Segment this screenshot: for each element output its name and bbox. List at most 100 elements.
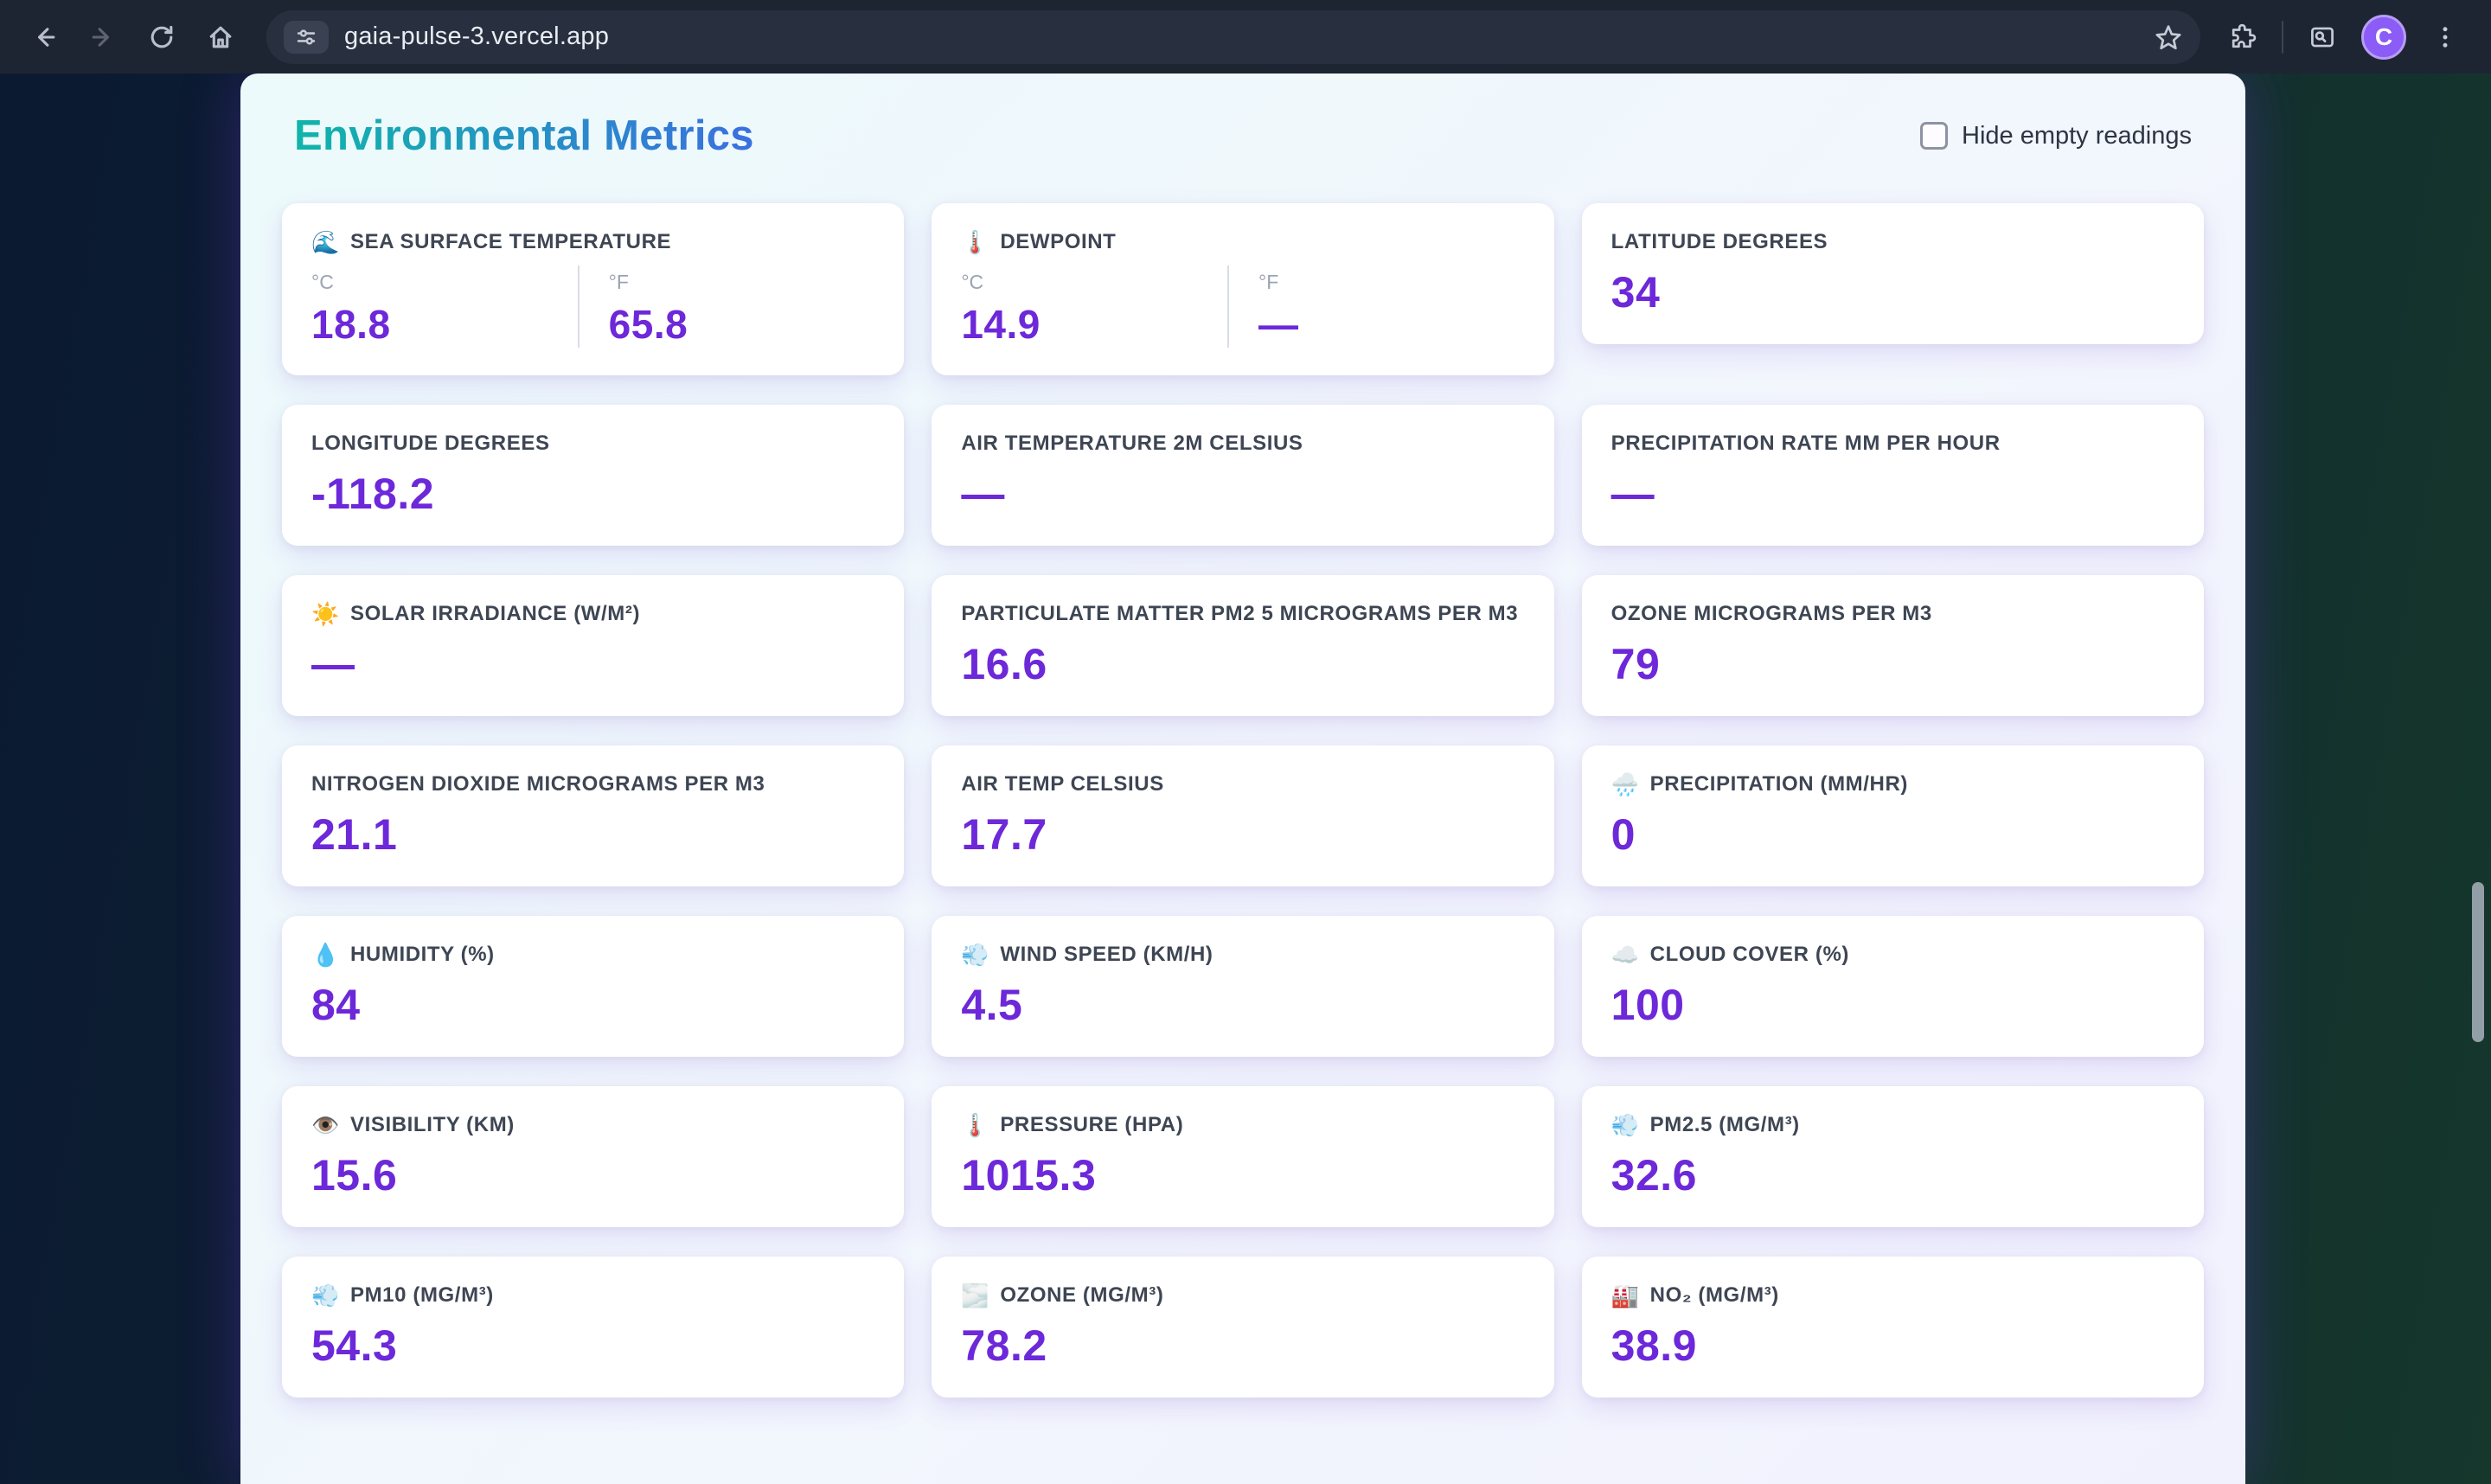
metric-body: 38.9: [1611, 1322, 2174, 1370]
metric-label: OZONE MICROGRAMS PER M3: [1611, 602, 1932, 625]
metric-label: DEWPOINT: [1000, 230, 1117, 253]
metrics-grid: 🌊 SEA SURFACE TEMPERATURE °C 18.8 °F 65.8 🌡…: [282, 203, 2204, 1398]
metric-card: LONGITUDE DEGREES -118.2: [282, 405, 905, 546]
site-info-button[interactable]: [284, 20, 329, 54]
toolbar-right: C: [2221, 14, 2472, 60]
metric-label: OZONE (MG/M³): [1000, 1283, 1164, 1307]
metric-label-row: 💨 PM10 (MG/M³): [311, 1283, 874, 1308]
metric-label-row: 💨 WIND SPEED (KM/H): [961, 942, 1524, 968]
metric-label: CLOUD COVER (%): [1649, 943, 1849, 966]
metric-label-row: 💨 PM2.5 (MG/M³): [1611, 1112, 2174, 1138]
metric-emoji-icon: 💨: [1611, 1112, 1640, 1138]
home-button[interactable]: [195, 12, 246, 62]
metric-body: 16.6: [961, 641, 1524, 688]
browser-toolbar: gaia-pulse-3.vercel.app C: [0, 0, 2491, 74]
metric-value: 79: [1611, 640, 1661, 688]
profile-avatar[interactable]: C: [2361, 14, 2406, 60]
reload-button[interactable]: [137, 12, 187, 62]
unit-label: °F: [608, 271, 629, 293]
metric-body: 84: [311, 982, 874, 1029]
metric-emoji-icon: 💧: [311, 942, 340, 968]
metric-label: PRECIPITATION (MM/HR): [1649, 772, 1908, 796]
home-icon: [209, 26, 232, 48]
metric-card: 💨 WIND SPEED (KM/H) 4.5: [932, 916, 1554, 1057]
metric-label-row: PARTICULATE MATTER PM2 5 MICROGRAMS PER …: [961, 601, 1524, 627]
metric-value: —: [961, 470, 1005, 518]
metric-body: 17.7: [961, 811, 1524, 859]
metric-card: OZONE MICROGRAMS PER M3 79: [1581, 575, 2204, 716]
metric-body: 54.3: [311, 1322, 874, 1370]
unit-block: °F 65.8: [577, 265, 875, 348]
metric-card: PRECIPITATION RATE MM PER HOUR —: [1581, 405, 2204, 546]
page-scrollbar-thumb[interactable]: [2472, 882, 2484, 1042]
metric-emoji-icon: 🌫️: [961, 1283, 990, 1308]
url-bar[interactable]: gaia-pulse-3.vercel.app: [266, 10, 2200, 64]
extensions-puzzle-icon[interactable]: [2221, 16, 2264, 59]
metric-value: 34: [1611, 268, 1661, 317]
metric-value: 65.8: [608, 302, 688, 347]
metric-body: —: [961, 470, 1524, 518]
hide-empty-checkbox[interactable]: [1920, 122, 1949, 150]
unit-label: °C: [961, 271, 984, 293]
metric-emoji-icon: 💨: [961, 942, 990, 968]
metric-value: 1015.3: [961, 1151, 1097, 1199]
metric-emoji-icon: 🌡️: [961, 1112, 990, 1138]
metric-body: 78.2: [961, 1322, 1524, 1370]
metric-emoji-icon: 🌧️: [1611, 771, 1640, 797]
metric-card: ☁️ CLOUD COVER (%) 100: [1581, 916, 2204, 1057]
metric-body: 1015.3: [961, 1152, 1524, 1199]
metric-value: 0: [1611, 810, 1636, 859]
hide-empty-label[interactable]: Hide empty readings: [1962, 121, 2192, 150]
metric-body: 15.6: [311, 1152, 874, 1199]
metric-label: SOLAR IRRADIANCE (W/M²): [349, 602, 641, 625]
metric-card: LATITUDE DEGREES 34: [1581, 203, 2204, 344]
toolbar-divider: [2282, 20, 2283, 54]
metric-label-row: LONGITUDE DEGREES: [311, 431, 874, 457]
metric-body: 21.1: [311, 811, 874, 859]
metric-body: -118.2: [311, 470, 874, 518]
metric-value: 84: [311, 981, 361, 1029]
unit-block: °F —: [1227, 265, 1525, 348]
metric-label: HUMIDITY (%): [349, 943, 495, 966]
browser-menu-icon[interactable]: [2424, 16, 2467, 59]
metric-emoji-icon: ☀️: [311, 601, 340, 627]
metric-label-row: 🌊 SEA SURFACE TEMPERATURE: [311, 229, 874, 255]
back-button[interactable]: [19, 12, 69, 62]
metric-label-row: ☀️ SOLAR IRRADIANCE (W/M²): [311, 601, 874, 627]
metric-label-row: AIR TEMP CELSIUS: [961, 771, 1524, 797]
url-text[interactable]: gaia-pulse-3.vercel.app: [344, 22, 610, 50]
metric-card: 🏭 NO₂ (MG/M³) 38.9: [1581, 1257, 2204, 1398]
metric-label-row: 👁️ VISIBILITY (KM): [311, 1112, 874, 1138]
metric-card: PARTICULATE MATTER PM2 5 MICROGRAMS PER …: [932, 575, 1554, 716]
metric-value: 54.3: [311, 1321, 398, 1370]
metric-label-row: 🌫️ OZONE (MG/M³): [961, 1283, 1524, 1308]
metric-card: ☀️ SOLAR IRRADIANCE (W/M²) —: [282, 575, 905, 716]
unit-label: °F: [1258, 271, 1279, 293]
metric-card: 🌧️ PRECIPITATION (MM/HR) 0: [1581, 745, 2204, 886]
metric-value: 38.9: [1611, 1321, 1697, 1370]
unit-label: °C: [311, 271, 334, 293]
metric-card: 🌊 SEA SURFACE TEMPERATURE °C 18.8 °F 65.8: [282, 203, 905, 375]
metric-card: 🌡️ DEWPOINT °C 14.9 °F —: [932, 203, 1554, 375]
metric-label-row: AIR TEMPERATURE 2M CELSIUS: [961, 431, 1524, 457]
forward-button[interactable]: [78, 12, 128, 62]
bookmark-star-icon[interactable]: [2154, 22, 2183, 52]
metric-label: NO₂ (MG/M³): [1649, 1283, 1779, 1307]
metric-value: 21.1: [311, 810, 398, 859]
side-panel-icon[interactable]: [2301, 16, 2344, 59]
metric-body: °C 18.8 °F 65.8: [311, 265, 874, 348]
metric-label-row: 💧 HUMIDITY (%): [311, 942, 874, 968]
metric-card: 👁️ VISIBILITY (KM) 15.6: [282, 1086, 905, 1227]
metric-emoji-icon: 🌊: [311, 229, 340, 255]
metric-emoji-icon: ☁️: [1611, 942, 1640, 968]
metric-card: AIR TEMPERATURE 2M CELSIUS —: [932, 405, 1554, 546]
metric-label-row: 🏭 NO₂ (MG/M³): [1611, 1283, 2174, 1308]
metric-value: 14.9: [961, 302, 1041, 347]
page-panel: Environmental Metrics Hide empty reading…: [240, 74, 2245, 1484]
metric-label-row: OZONE MICROGRAMS PER M3: [1611, 601, 2174, 627]
tune-icon: [297, 29, 316, 45]
avatar-letter: C: [2374, 22, 2393, 50]
metric-label: PM2.5 (MG/M³): [1649, 1113, 1800, 1136]
metric-label-row: 🌡️ DEWPOINT: [961, 229, 1524, 255]
metric-body: —: [311, 641, 874, 688]
